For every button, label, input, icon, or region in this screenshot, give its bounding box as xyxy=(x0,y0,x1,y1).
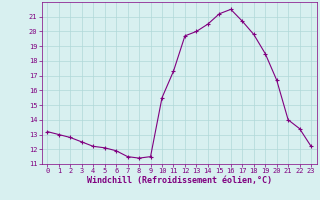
X-axis label: Windchill (Refroidissement éolien,°C): Windchill (Refroidissement éolien,°C) xyxy=(87,176,272,185)
